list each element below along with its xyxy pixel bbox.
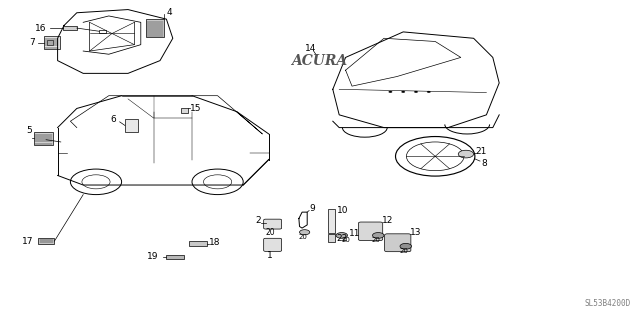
Text: 22: 22 bbox=[337, 234, 348, 243]
Circle shape bbox=[400, 243, 412, 249]
Bar bbox=[38, 238, 54, 244]
Text: 20: 20 bbox=[266, 228, 276, 237]
Circle shape bbox=[336, 233, 348, 238]
Text: 4: 4 bbox=[166, 8, 172, 17]
Bar bbox=[166, 255, 184, 259]
FancyBboxPatch shape bbox=[264, 238, 282, 251]
Text: 7: 7 bbox=[29, 38, 35, 47]
Bar bbox=[125, 119, 138, 132]
Bar bbox=[328, 209, 335, 233]
Bar bbox=[189, 241, 207, 246]
Bar bbox=[44, 36, 60, 49]
Bar bbox=[99, 30, 106, 33]
Text: 11: 11 bbox=[349, 229, 361, 238]
Text: 21: 21 bbox=[476, 147, 487, 156]
Circle shape bbox=[300, 230, 310, 235]
Text: 12: 12 bbox=[382, 216, 394, 225]
Circle shape bbox=[388, 91, 392, 93]
Text: 10: 10 bbox=[337, 206, 348, 215]
Bar bbox=[47, 40, 53, 45]
Circle shape bbox=[401, 91, 405, 93]
Circle shape bbox=[458, 150, 474, 158]
Text: 17: 17 bbox=[22, 237, 33, 246]
Bar bbox=[181, 108, 188, 113]
Text: 19: 19 bbox=[147, 252, 159, 261]
Bar bbox=[146, 19, 164, 37]
Circle shape bbox=[372, 233, 384, 238]
Text: 1: 1 bbox=[267, 251, 272, 260]
Text: 5: 5 bbox=[26, 126, 32, 135]
Text: 14: 14 bbox=[305, 44, 317, 53]
Circle shape bbox=[427, 91, 431, 93]
Text: 8: 8 bbox=[481, 159, 487, 168]
Bar bbox=[63, 26, 77, 30]
FancyBboxPatch shape bbox=[385, 234, 411, 252]
Text: ACURA: ACURA bbox=[291, 54, 348, 68]
Text: 6: 6 bbox=[111, 115, 116, 124]
Text: 20: 20 bbox=[399, 248, 408, 254]
Text: 20: 20 bbox=[298, 234, 307, 240]
Text: 20: 20 bbox=[341, 237, 350, 243]
Bar bbox=[328, 234, 335, 242]
Text: 15: 15 bbox=[190, 104, 202, 113]
Text: 16: 16 bbox=[35, 24, 46, 33]
Circle shape bbox=[414, 91, 418, 93]
FancyBboxPatch shape bbox=[358, 222, 383, 241]
Text: 2: 2 bbox=[255, 216, 261, 225]
Text: 20: 20 bbox=[372, 237, 381, 243]
Bar bbox=[34, 132, 53, 145]
Text: 13: 13 bbox=[410, 228, 422, 237]
Text: SL53B4200D: SL53B4200D bbox=[584, 299, 630, 308]
Text: 9: 9 bbox=[309, 204, 315, 213]
FancyBboxPatch shape bbox=[264, 219, 282, 229]
Text: 18: 18 bbox=[209, 238, 220, 247]
